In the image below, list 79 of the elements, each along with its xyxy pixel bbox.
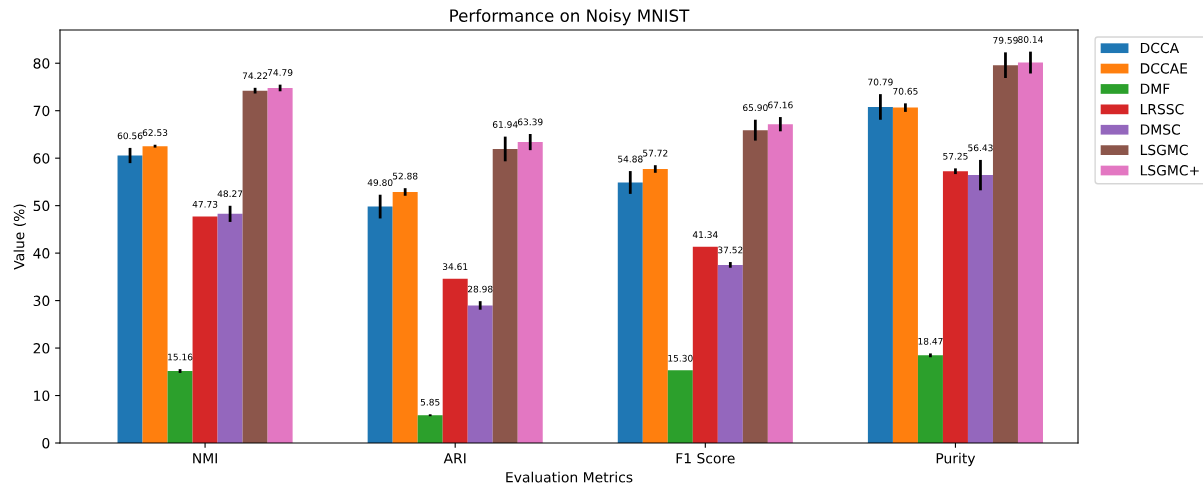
data-label: 49.80 bbox=[367, 179, 393, 187]
y-tick-label: 40 bbox=[33, 248, 50, 259]
y-tick-label: 50 bbox=[33, 200, 50, 212]
data-label: 79.59 bbox=[993, 36, 1018, 44]
data-label: 63.39 bbox=[517, 118, 543, 126]
legend-label: DMSC bbox=[1140, 124, 1181, 135]
data-label: 65.90 bbox=[743, 104, 768, 112]
bar bbox=[217, 213, 243, 443]
bar bbox=[142, 146, 168, 443]
bar bbox=[992, 65, 1018, 443]
y-tick-label: 70 bbox=[33, 105, 50, 117]
legend-label: LRSSC bbox=[1140, 103, 1184, 115]
bar bbox=[242, 90, 268, 443]
bar bbox=[117, 155, 143, 443]
x-tick-label: Purity bbox=[936, 452, 976, 467]
data-label: 80.14 bbox=[1018, 36, 1043, 43]
data-label: 57.72 bbox=[643, 149, 668, 157]
data-label: 52.88 bbox=[392, 172, 418, 180]
y-tick-label: 30 bbox=[33, 295, 50, 307]
data-label: 61.94 bbox=[492, 121, 518, 128]
y-tick-label: 10 bbox=[34, 390, 50, 401]
bar bbox=[717, 264, 743, 443]
bar bbox=[442, 278, 468, 443]
data-label: 57.25 bbox=[943, 152, 968, 160]
data-label: 37.52 bbox=[718, 246, 743, 254]
data-label: 47.73 bbox=[192, 200, 218, 208]
bar bbox=[917, 355, 943, 443]
bar bbox=[967, 175, 993, 443]
x-tick-label: NMI bbox=[193, 453, 217, 464]
data-label: 28.98 bbox=[467, 285, 493, 293]
y-tick-label: 0 bbox=[42, 437, 50, 449]
data-label: 56.43 bbox=[968, 144, 993, 152]
legend-label: DCCAE bbox=[1140, 63, 1188, 74]
data-label: 70.79 bbox=[868, 78, 893, 86]
bar bbox=[867, 106, 893, 443]
legend-label: LSGMC bbox=[1140, 144, 1188, 156]
data-label: 67.16 bbox=[768, 101, 793, 109]
bar bbox=[267, 87, 293, 443]
bar bbox=[467, 305, 493, 443]
data-label: 70.65 bbox=[893, 87, 918, 95]
data-label: 60.56 bbox=[117, 132, 143, 140]
bar bbox=[767, 124, 793, 443]
bar bbox=[692, 246, 718, 443]
data-label: 15.16 bbox=[168, 353, 193, 361]
y-tick-label: 20 bbox=[33, 343, 50, 354]
bar bbox=[617, 182, 643, 443]
bar bbox=[667, 370, 693, 443]
bar bbox=[942, 171, 968, 443]
bar bbox=[417, 415, 443, 443]
bar bbox=[517, 142, 543, 443]
bar bbox=[892, 107, 918, 443]
bar bbox=[167, 371, 193, 443]
bar bbox=[1017, 62, 1043, 443]
bar bbox=[492, 148, 518, 443]
data-label: 41.34 bbox=[692, 231, 718, 239]
data-label: 74.79 bbox=[267, 69, 293, 76]
bar bbox=[642, 169, 668, 443]
bar bbox=[742, 130, 768, 443]
data-label: 74.22 bbox=[242, 72, 268, 79]
data-label: 15.30 bbox=[668, 354, 693, 362]
x-tick-label: ARI bbox=[443, 453, 466, 464]
legend-label: DCCA bbox=[1140, 42, 1180, 54]
data-label: 34.61 bbox=[442, 263, 468, 271]
y-axis-title: Value (%) bbox=[13, 204, 26, 270]
data-label: 48.27 bbox=[217, 190, 243, 198]
legend-label: LSGMC+ bbox=[1140, 165, 1199, 176]
data-label: 62.53 bbox=[142, 129, 168, 137]
bar bbox=[392, 191, 418, 443]
legend-label: DMF bbox=[1140, 83, 1170, 94]
data-label: 54.88 bbox=[618, 155, 643, 163]
x-axis-title: Evaluation Metrics bbox=[506, 471, 633, 483]
x-tick-label: F1 Score bbox=[676, 452, 735, 464]
chart-title: Performance on Noisy MNIST bbox=[450, 9, 690, 26]
data-label: 5.85 bbox=[420, 398, 440, 406]
bar bbox=[367, 206, 393, 443]
y-tick-label: 60 bbox=[33, 153, 50, 164]
data-label: 18.47 bbox=[918, 337, 943, 345]
bar bbox=[192, 216, 218, 443]
y-tick-label: 80 bbox=[33, 58, 50, 69]
